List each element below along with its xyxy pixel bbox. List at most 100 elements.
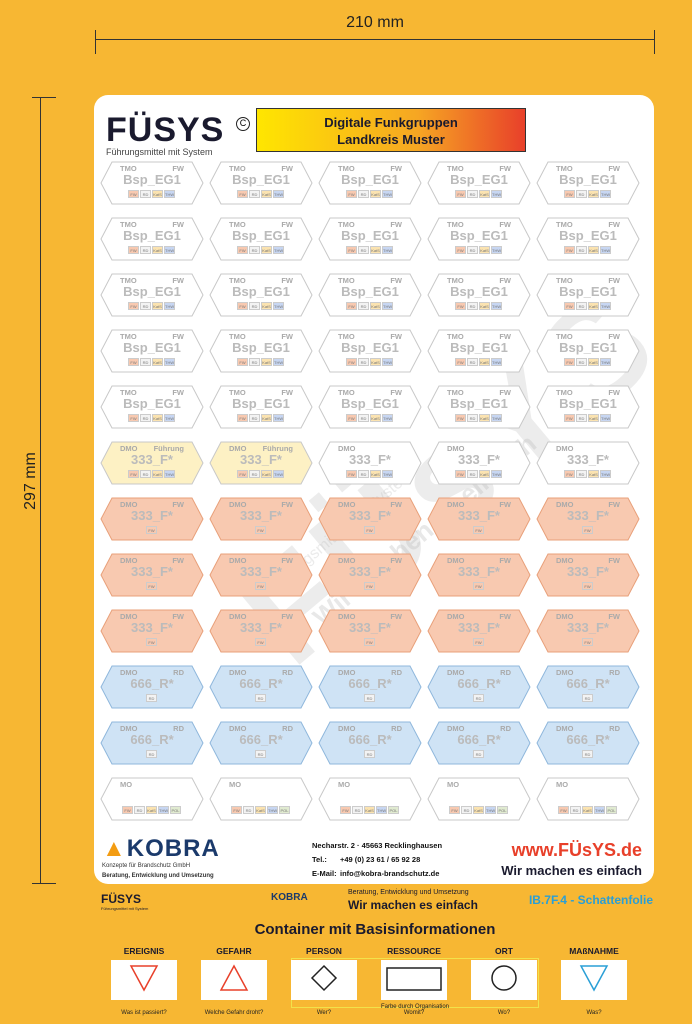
radio-label: DMO RD 666_R* RD [536,665,640,709]
org-box: FW [237,358,248,366]
org-boxes: FW RD KatS THW [237,190,284,198]
label-group: Bsp_EG1 [123,172,181,187]
label-type: DMO [229,668,247,677]
label-group: Bsp_EG1 [450,396,508,411]
label-type: TMO [447,164,464,173]
column-question: Was ist passiert? [121,1010,167,1016]
label-org: FW [281,332,293,341]
label-org: FW [608,276,620,285]
label-type: DMO [447,444,465,453]
org-box: THW [164,246,175,254]
radio-label: TMO FW Bsp_EG1 FW RD KatS THW [318,385,422,429]
label-type: DMO [447,612,465,621]
org-boxes: FW [582,638,593,646]
label-type: TMO [338,220,355,229]
radio-label: DMO RD 666_R* RD [100,721,204,765]
org-box: FW [128,358,139,366]
basis-container: Container mit Basisinformationen Farbe d… [95,918,655,1024]
label-group: 333_F* [567,564,609,579]
label-type: DMO [556,500,574,509]
label-org: FW [281,556,293,565]
org-box: KatS [479,358,490,366]
label-org: FW [172,388,184,397]
label-type: DMO [120,612,138,621]
org-box: THW [600,246,611,254]
org-boxes: FW RD KatS THW POL [558,806,617,814]
org-boxes: RD [473,694,484,702]
org-box: RD [570,806,581,814]
height-dimension: 297 mm [22,97,56,884]
org-box: RD [249,190,260,198]
org-box: RD [576,190,587,198]
org-box: RD [134,806,145,814]
org-box: FW [346,470,357,478]
website-url[interactable]: www.FÜsYS.de [511,840,642,860]
org-box: RD [243,806,254,814]
label-org: FW [499,388,511,397]
label-org: FW [499,276,511,285]
label-group: 333_F* [240,508,282,523]
radio-label: TMO FW Bsp_EG1 FW RD KatS THW [427,329,531,373]
radio-label: TMO FW Bsp_EG1 FW RD KatS THW [209,385,313,429]
label-group: Bsp_EG1 [232,284,290,299]
radio-label: DMO FW 333_F* FW [427,609,531,653]
org-box: RD [576,414,587,422]
triangle-down-icon [561,960,627,1000]
org-boxes: FW [146,582,157,590]
org-boxes: FW [255,638,266,646]
org-box: FW [364,638,375,646]
label-org: RD [609,724,620,733]
label-type: TMO [338,276,355,285]
radio-label: DMO FW 333_F* FW [209,609,313,653]
org-boxes: FW RD KatS THW [455,470,502,478]
org-box: RD [576,358,587,366]
label-group: Bsp_EG1 [232,340,290,355]
label-type: TMO [120,276,137,285]
label-group: 333_F* [458,620,500,635]
org-boxes: FW [255,582,266,590]
label-group: 333_F* [567,508,609,523]
org-box: RD [352,806,363,814]
label-org: FW [281,164,293,173]
org-box: FW [564,358,575,366]
label-type: TMO [229,164,246,173]
org-box: KatS [370,414,381,422]
label-org: FW [499,220,511,229]
org-box: FW [582,638,593,646]
org-box: FW [582,582,593,590]
label-group: 333_F* [567,452,609,467]
org-box: RD [146,694,157,702]
org-box: FW [455,414,466,422]
org-boxes: FW RD KatS THW [237,414,284,422]
label-org: RD [500,668,511,677]
email[interactable]: info@kobra-brandschutz.de [340,869,440,878]
org-box: RD [467,414,478,422]
org-box: RD [249,302,260,310]
label-type: DMO [229,500,247,509]
org-box: FW [128,246,139,254]
label-org: RD [391,668,402,677]
org-boxes: FW RD KatS THW POL [340,806,399,814]
org-box: KatS [261,246,272,254]
label-group: 333_F* [349,508,391,523]
org-box: RD [249,470,260,478]
container-column: GEFAHR Welche Gefahr droht? [191,946,277,1016]
org-box: FW [146,582,157,590]
org-box: RD [358,358,369,366]
org-box: FW [564,246,575,254]
org-box: POL [279,806,290,814]
label-group: 333_F* [240,620,282,635]
org-box: FW [128,190,139,198]
org-box: THW [382,246,393,254]
footer-strip: FÜSYS Führungsmittel mit System KOBRA Ber… [95,888,655,916]
radio-label: DMO RD 666_R* RD [209,665,313,709]
label-type: TMO [447,388,464,397]
org-box: RD [255,750,266,758]
label-type: TMO [338,332,355,341]
org-boxes: FW [582,526,593,534]
org-box: KatS [261,414,272,422]
org-box: FW [346,190,357,198]
website-slogan: Wir machen es einfach [501,863,642,878]
org-box: KatS [588,470,599,478]
org-boxes: RD [473,750,484,758]
